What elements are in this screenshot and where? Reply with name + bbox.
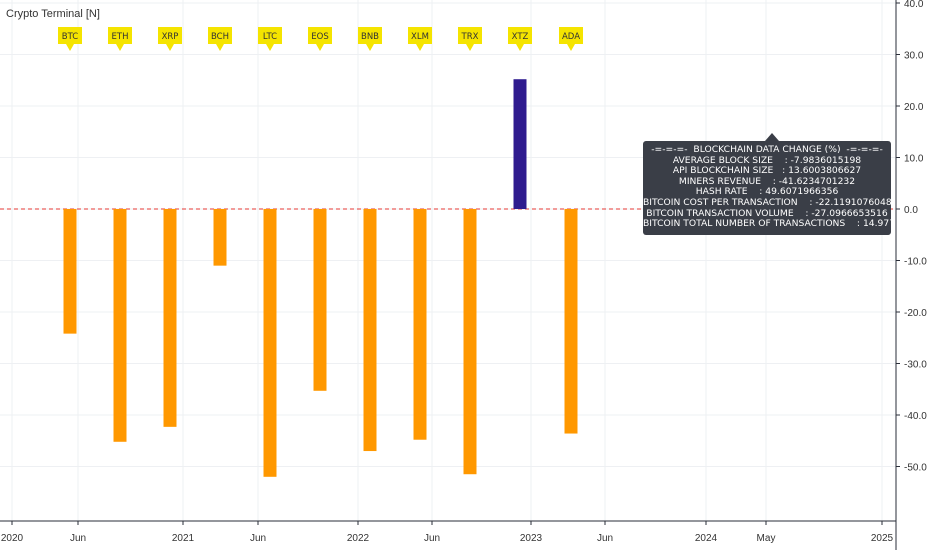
flag-label: EOS — [311, 32, 328, 42]
bar-ltc — [263, 209, 277, 477]
flag-bch: BCH — [208, 27, 232, 51]
tooltip-line: BITCOIN TRANSACTION VOLUME : -27.0966653… — [646, 207, 888, 219]
flag-shape — [458, 27, 482, 51]
tooltip-line: BITCOIN TOTAL NUMBER OF TRANSACTIONS : 1… — [643, 218, 891, 230]
bar-trx — [463, 209, 477, 475]
x-tick-label: Jun — [250, 533, 266, 544]
flag-shape — [108, 27, 132, 51]
flag-shape — [58, 27, 82, 51]
y-tick-label: 40.0 — [904, 0, 924, 10]
y-tick-label: 10.0 — [904, 154, 924, 165]
tooltip-line: API BLOCKCHAIN SIZE : 13.6003806627 — [672, 165, 862, 177]
x-tick-label: 2021 — [172, 533, 195, 544]
flag-label: TRX — [461, 32, 479, 42]
flag-shape — [308, 27, 332, 51]
x-tick-label: Jun — [597, 533, 613, 544]
flag-ada: ADA — [559, 27, 583, 51]
bar-bch — [213, 209, 227, 266]
bar-bnb — [363, 209, 377, 452]
tooltip-pointer — [765, 133, 779, 141]
flag-shape — [258, 27, 282, 51]
flag-label: ETH — [112, 32, 129, 42]
flag-xtz: XTZ — [508, 27, 532, 51]
tooltip-line: AVERAGE BLOCK SIZE : -7.9836015198 — [672, 154, 862, 166]
blockchain-data-tooltip: -=-=-=- BLOCKCHAIN DATA CHANGE (%) -=-=-… — [643, 141, 891, 235]
flag-shape — [408, 27, 432, 51]
flag-bnb: BNB — [358, 27, 382, 51]
bar-eos — [313, 209, 327, 391]
category-flags: BTC ETH XRP BCH LTC EOS BNB XLM TRX XTZ ADA — [58, 27, 583, 51]
y-tick-label: -40.0 — [904, 411, 927, 422]
flag-shape — [208, 27, 232, 51]
y-tick-label: -50.0 — [904, 463, 927, 474]
x-tick-label: Jun — [70, 533, 86, 544]
flag-label: XLM — [411, 32, 429, 42]
flag-shape — [508, 27, 532, 51]
x-tick-label: 2024 — [695, 533, 718, 544]
flag-ltc: LTC — [258, 27, 282, 51]
bar-btc — [63, 209, 77, 334]
tooltip-line: MINERS REVENUE : -41.6234701232 — [678, 175, 856, 187]
flag-eth: ETH — [108, 27, 132, 51]
flag-trx: TRX — [458, 27, 482, 51]
indicator-title: Crypto Terminal [N] — [6, 8, 100, 20]
gridlines — [0, 0, 896, 521]
bar-ada — [564, 209, 578, 434]
flag-label: BNB — [361, 32, 379, 42]
tooltip-line: BITCOIN COST PER TRANSACTION : -22.11910… — [643, 196, 891, 208]
flag-eos: EOS — [308, 27, 332, 51]
flag-xlm: XLM — [408, 27, 432, 51]
bar-xtz — [513, 79, 527, 209]
x-axis: 2020 Jun 2021 Jun 2022 Jun 2023 Jun 2024 May 2025 — [0, 520, 896, 544]
bar-xrp — [163, 209, 177, 427]
x-tick-label: 2022 — [347, 533, 370, 544]
tooltip-line: HASH RATE : 49.6071966356 — [695, 186, 839, 198]
x-tick-label: Jun — [424, 533, 440, 544]
flag-label: BTC — [62, 32, 79, 42]
y-tick-label: 0.0 — [904, 205, 918, 216]
tooltip-title: -=-=-=- BLOCKCHAIN DATA CHANGE (%) -=-=-… — [651, 144, 883, 155]
flag-shape — [158, 27, 182, 51]
flag-xrp: XRP — [158, 27, 182, 51]
flag-label: XRP — [162, 32, 179, 42]
x-tick-label: 2020 — [1, 533, 24, 544]
x-tick-label: May — [757, 533, 776, 544]
x-tick-label: 2025 — [871, 533, 894, 544]
x-tick-label: 2023 — [520, 533, 543, 544]
y-axis: 40.0 30.0 20.0 10.0 0.0 -10.0 -20.0 -30.0 -40.0 -… — [895, 0, 927, 550]
bar-xlm — [413, 209, 427, 440]
bar-eth — [113, 209, 127, 442]
flag-shape — [358, 27, 382, 51]
flag-label: LTC — [263, 32, 277, 42]
y-tick-label: 30.0 — [904, 51, 924, 62]
y-tick-label: -30.0 — [904, 360, 927, 371]
flag-btc: BTC — [58, 27, 82, 51]
flag-label: BCH — [211, 32, 229, 42]
y-tick-label: 20.0 — [904, 102, 924, 113]
y-tick-label: -20.0 — [904, 308, 927, 319]
flag-shape — [559, 27, 583, 51]
flag-label: ADA — [562, 32, 580, 42]
flag-label: XTZ — [512, 32, 529, 42]
y-tick-label: -10.0 — [904, 257, 927, 268]
bars-group — [63, 79, 578, 477]
